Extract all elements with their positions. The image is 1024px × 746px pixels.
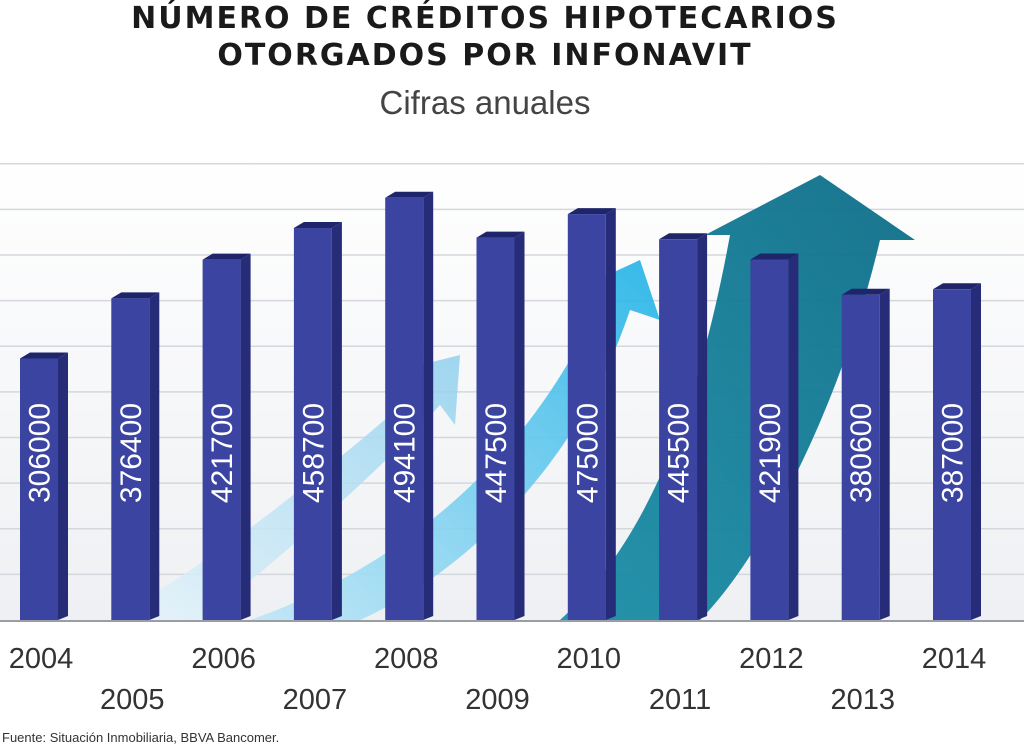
bar-top bbox=[20, 352, 68, 359]
bar-value-label: 475000 bbox=[571, 403, 604, 503]
chart-title: NÚMERO DE CRÉDITOS HIPOTECARIOS bbox=[131, 1, 839, 36]
x-tick-label: 2011 bbox=[649, 684, 711, 716]
x-tick-label: 2014 bbox=[922, 643, 987, 675]
x-tick-label: 2007 bbox=[283, 684, 348, 716]
bar-2013 bbox=[841, 288, 890, 620]
x-tick-label: 2006 bbox=[191, 643, 256, 675]
source-note: Fuente: Situación Inmobiliaria, BBVA Ban… bbox=[2, 730, 280, 745]
arrow-mid-decoration bbox=[250, 260, 660, 620]
bar-side bbox=[58, 352, 68, 620]
chart-subtitle: Cifras anuales bbox=[379, 84, 591, 121]
chart-title-line2: OTORGADOS POR INFONAVIT bbox=[217, 38, 753, 73]
x-axis-labels: 2004 2005 2006 2007 2008 2009 2010 2011 2012 2013… bbox=[9, 643, 987, 716]
bar-side bbox=[331, 222, 342, 620]
bar-front bbox=[841, 294, 880, 620]
bar-2005 bbox=[111, 292, 160, 620]
bar-side bbox=[697, 233, 708, 621]
bar-value-label: 421700 bbox=[206, 403, 239, 503]
bar-top bbox=[202, 253, 251, 260]
bar-side bbox=[423, 191, 434, 620]
bar-top bbox=[659, 233, 708, 240]
bar-side bbox=[605, 208, 616, 620]
bar-front bbox=[659, 239, 698, 621]
bar-top bbox=[750, 253, 799, 260]
bar-value-label: 421900 bbox=[754, 403, 787, 503]
bar-2012 bbox=[750, 253, 799, 620]
bar-value-label: 376400 bbox=[115, 403, 148, 503]
bar-value-label: 387000 bbox=[937, 403, 970, 503]
x-tick-label: 2012 bbox=[739, 643, 804, 675]
bar-2008 bbox=[385, 191, 434, 620]
bar-front bbox=[111, 298, 150, 620]
bar-side bbox=[240, 253, 251, 620]
x-tick-label: 2004 bbox=[9, 643, 74, 675]
bar-side bbox=[971, 283, 981, 620]
bar-top bbox=[293, 222, 342, 229]
bar-front bbox=[20, 358, 58, 620]
bar-2006 bbox=[202, 253, 251, 620]
bars-group: 306000 376400 421700 458700 494100 447500 4750… bbox=[20, 191, 981, 621]
x-tick-label: 2013 bbox=[830, 684, 895, 716]
x-tick-label: 2005 bbox=[100, 684, 165, 716]
bar-value-label: 445500 bbox=[663, 403, 696, 503]
arrow-dark-decoration bbox=[560, 175, 915, 620]
bar-chart: 306000 376400 421700 458700 494100 447500 4750… bbox=[0, 150, 1024, 716]
bar-2011 bbox=[659, 233, 708, 621]
bar-top bbox=[111, 292, 160, 299]
bar-top bbox=[567, 208, 616, 215]
bar-front bbox=[293, 228, 332, 620]
bar-top bbox=[841, 288, 890, 295]
bar-value-label: 458700 bbox=[297, 403, 330, 503]
bar-value-label: 380600 bbox=[845, 403, 878, 503]
bar-value-label: 494100 bbox=[389, 403, 422, 503]
bar-value-label: 306000 bbox=[24, 403, 57, 503]
bar-top bbox=[933, 283, 981, 290]
bar-top bbox=[476, 231, 525, 238]
bar-side bbox=[149, 292, 160, 620]
bar-2007 bbox=[293, 222, 342, 620]
bar-top bbox=[385, 191, 434, 198]
bar-2010 bbox=[567, 208, 616, 620]
bar-side bbox=[514, 231, 525, 620]
bar-front bbox=[567, 214, 606, 620]
bar-value-label: 447500 bbox=[480, 403, 513, 503]
bar-front bbox=[202, 259, 241, 620]
bar-front bbox=[476, 237, 515, 620]
x-tick-label: 2009 bbox=[465, 684, 530, 716]
bar-2004 bbox=[20, 352, 68, 620]
x-tick-label: 2008 bbox=[374, 643, 439, 675]
bar-front bbox=[750, 259, 789, 620]
bar-side bbox=[788, 253, 799, 620]
bar-2009 bbox=[476, 231, 525, 620]
bar-side bbox=[879, 288, 890, 620]
x-tick-label: 2010 bbox=[557, 643, 622, 675]
bar-2014 bbox=[933, 283, 981, 620]
bar-front bbox=[385, 197, 424, 620]
bar-front bbox=[933, 289, 971, 620]
